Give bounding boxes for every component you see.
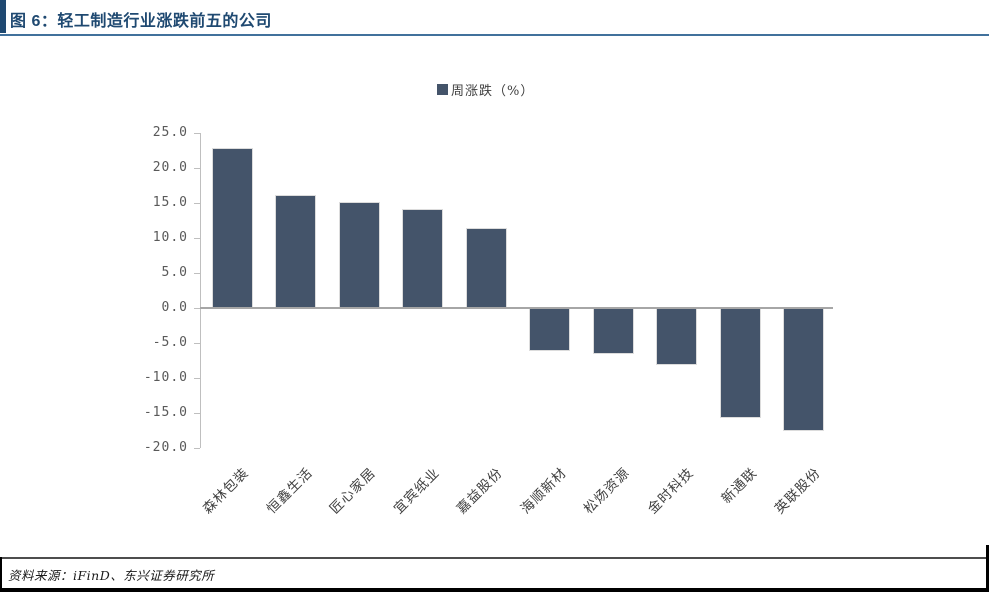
bar-新通联	[719, 308, 761, 418]
y-axis-tick-label: 20.0	[152, 160, 188, 175]
y-axis-tick	[194, 448, 200, 449]
bar-恒鑫生活	[275, 195, 317, 308]
bar-松炀资源	[592, 308, 634, 354]
bar-海顺新材	[529, 308, 571, 351]
legend-swatch-icon	[437, 84, 448, 95]
title-accent-bar	[0, 0, 6, 33]
y-axis-line	[200, 133, 201, 448]
x-axis-label-英联股份: 英联股份	[771, 464, 825, 518]
legend-label: 周涨跌（%）	[451, 84, 535, 99]
bar-宜宾纸业	[402, 209, 444, 308]
y-axis-tick	[194, 203, 200, 204]
y-axis-tick	[194, 343, 200, 344]
x-axis-label-嘉益股份: 嘉益股份	[454, 464, 507, 518]
x-axis-label-匠心家居: 匠心家居	[326, 464, 380, 518]
right-border	[986, 545, 989, 592]
x-axis-label-森林包装: 森林包装	[199, 464, 253, 518]
bar-匠心家居	[338, 201, 380, 308]
source-note: 资料来源：iFinD、东兴证券研究所	[8, 568, 215, 583]
bar-嘉益股份	[465, 227, 507, 308]
x-axis-label-新通联: 新通联	[718, 464, 761, 507]
y-axis-tick-label: 5.0	[161, 265, 188, 280]
x-axis-baseline	[200, 307, 833, 309]
left-border	[0, 557, 2, 592]
bar-英联股份	[783, 308, 825, 432]
y-axis-tick-label: -10.0	[143, 370, 188, 385]
bottom-border	[0, 588, 989, 592]
y-axis-tick-label: 25.0	[152, 125, 188, 140]
bar-森林包装	[211, 148, 253, 308]
y-axis-tick-label: -20.0	[143, 440, 188, 455]
x-axis-label-松炀资源: 松炀资源	[581, 464, 634, 518]
y-axis-tick	[194, 273, 200, 274]
y-axis-tick	[194, 238, 200, 239]
y-axis-tick-label: 10.0	[152, 230, 188, 245]
bar-金时科技	[656, 308, 698, 366]
y-axis-tick	[194, 168, 200, 169]
y-axis-tick	[194, 413, 200, 414]
x-axis-label-宜宾纸业: 宜宾纸业	[390, 464, 443, 518]
chart-legend: 周涨跌（%）	[437, 80, 534, 99]
y-axis-tick	[194, 378, 200, 379]
y-axis-tick-label: -5.0	[152, 335, 188, 350]
x-axis-label-海顺新材: 海顺新材	[517, 464, 570, 518]
x-axis-label-恒鑫生活: 恒鑫生活	[263, 464, 316, 518]
y-axis-tick-label: 0.0	[161, 300, 188, 315]
y-axis-tick	[194, 308, 200, 309]
x-axis-label-金时科技: 金时科技	[644, 464, 698, 518]
y-axis-tick-label: -15.0	[143, 405, 188, 420]
y-axis-tick	[194, 133, 200, 134]
figure-title: 图 6：轻工制造行业涨跌前五的公司	[10, 13, 272, 30]
divider-line	[0, 557, 989, 559]
title-underline	[0, 34, 989, 36]
y-axis-tick-label: 15.0	[152, 195, 188, 210]
